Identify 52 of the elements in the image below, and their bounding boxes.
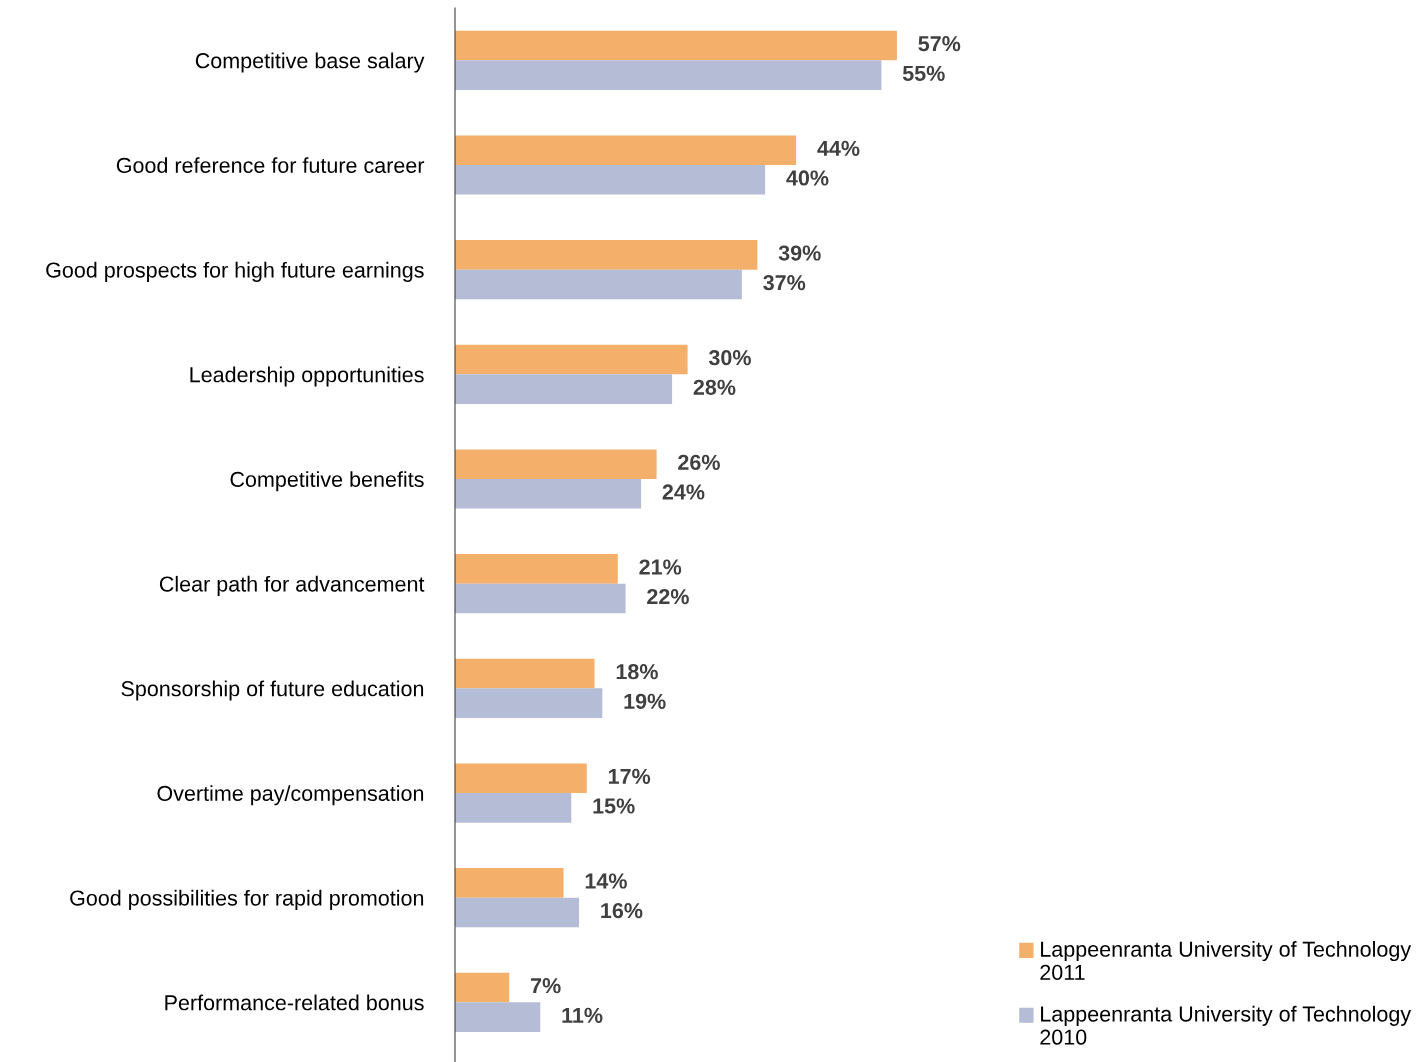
data-label: 28% bbox=[693, 379, 736, 395]
bar bbox=[455, 135, 797, 165]
data-label: 39% bbox=[778, 245, 821, 261]
data-label: 55% bbox=[902, 65, 945, 81]
bar bbox=[455, 583, 626, 614]
y-tick-label: Good reference for future career bbox=[116, 157, 425, 174]
y-tick-label: Performance-related bonus bbox=[165, 994, 424, 1011]
y-tick-label: Good possibilities for rapid promotion bbox=[70, 889, 424, 910]
bar bbox=[455, 554, 618, 584]
bar bbox=[455, 658, 595, 689]
bar bbox=[455, 374, 673, 404]
bar bbox=[455, 60, 882, 90]
y-tick-label: Competitive base salary bbox=[195, 52, 425, 73]
data-label: 40% bbox=[786, 170, 829, 186]
bar bbox=[455, 688, 603, 718]
y-tick-label: Good prospects for high future earnings bbox=[46, 261, 424, 282]
bar bbox=[455, 972, 510, 1003]
data-label: 21% bbox=[639, 559, 682, 575]
data-label: 17% bbox=[608, 768, 651, 784]
bar bbox=[455, 269, 742, 300]
data-label: 57% bbox=[918, 36, 961, 52]
data-label: 16% bbox=[601, 903, 643, 919]
bar bbox=[455, 240, 758, 270]
legend-label: Lappeenranta University of Technology 2010 bbox=[1040, 1005, 1412, 1045]
data-label: 26% bbox=[678, 454, 720, 470]
y-tick-label: Sponsorship of future education bbox=[121, 680, 424, 701]
y-tick-label: Clear path for advancement bbox=[159, 575, 425, 596]
bar bbox=[455, 763, 587, 793]
data-label: 22% bbox=[647, 589, 689, 605]
bar bbox=[455, 897, 580, 928]
data-label: 7% bbox=[531, 978, 561, 994]
data-label: 15% bbox=[593, 798, 635, 814]
y-tick-label: Overtime pay/compensation bbox=[157, 785, 424, 806]
data-label: 19% bbox=[624, 693, 666, 709]
bar bbox=[455, 344, 688, 375]
data-label: 24% bbox=[662, 484, 705, 500]
y-tick-label: Leadership opportunities bbox=[190, 366, 424, 387]
y-tick-label: Competitive benefits bbox=[230, 471, 424, 492]
bar bbox=[455, 449, 657, 479]
data-label: 11% bbox=[562, 1007, 603, 1023]
legend-label: Lappeenranta University of Technology 2011 bbox=[1040, 941, 1412, 981]
data-label: 30% bbox=[708, 350, 751, 366]
bar bbox=[455, 165, 766, 195]
bar bbox=[455, 868, 564, 898]
data-label: 18% bbox=[616, 664, 658, 680]
data-label: 44% bbox=[817, 140, 860, 156]
bar bbox=[455, 479, 642, 509]
bar bbox=[455, 793, 572, 823]
data-label: 14% bbox=[585, 873, 627, 889]
bar bbox=[455, 1002, 541, 1032]
data-label: 37% bbox=[763, 275, 806, 291]
bar bbox=[455, 30, 897, 61]
